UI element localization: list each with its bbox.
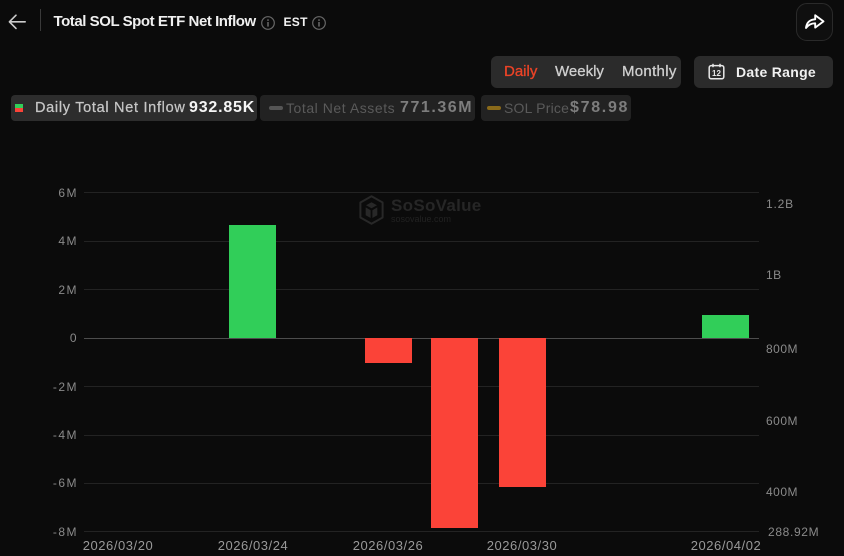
svg-text:12: 12 bbox=[712, 69, 721, 78]
